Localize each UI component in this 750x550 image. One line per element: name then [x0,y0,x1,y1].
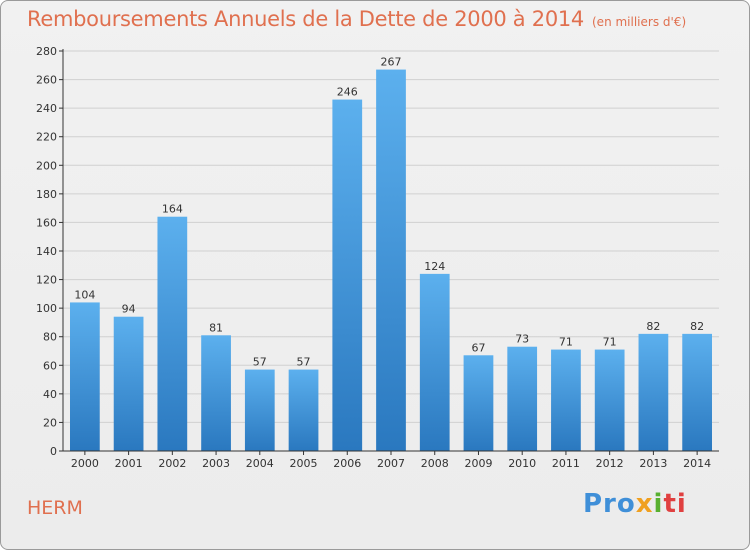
data-label-2009: 67 [471,341,485,354]
data-label-2003: 81 [209,321,223,334]
x-tick-label-2011: 2011 [552,457,580,470]
y-tick-label: 60 [43,359,57,372]
x-tick-label-2012: 2012 [596,457,624,470]
x-tick-label-2000: 2000 [71,457,99,470]
bar-2006 [332,99,363,452]
data-label-2005: 57 [297,356,311,369]
y-tick-label: 140 [36,245,57,258]
y-tick-label: 100 [36,302,57,315]
commune-name: HERM [27,497,83,519]
data-label-2011: 71 [559,336,573,349]
logo-part-3: i [653,489,664,519]
x-tick-label-2008: 2008 [421,457,449,470]
x-tick-label-2002: 2002 [158,457,186,470]
bar-2012 [594,349,625,451]
x-tick-label-2007: 2007 [377,457,405,470]
bar-2010 [507,346,538,451]
x-tick-label-2009: 2009 [464,457,492,470]
x-tick-label-2001: 2001 [115,457,143,470]
chart-subtitle: (en milliers d'€) [592,15,687,29]
bar-2004 [244,369,275,451]
data-label-2014: 82 [690,320,704,333]
y-tick-label: 20 [43,416,57,429]
y-tick-label: 200 [36,159,57,172]
bar-2008 [419,273,450,451]
data-label-2004: 57 [253,356,267,369]
proxiti-logo: Proxiti [583,489,687,519]
y-tick-label: 80 [43,331,57,344]
bar-2000 [69,302,100,451]
y-tick-label: 220 [36,131,57,144]
bar-2013 [638,333,669,451]
data-label-2000: 104 [74,288,95,301]
y-tick-label: 0 [50,445,57,458]
x-tick-label-2013: 2013 [639,457,667,470]
y-tick-label: 260 [36,74,57,87]
y-tick-label: 40 [43,388,57,401]
data-label-2006: 246 [337,86,358,99]
y-tick-label: 120 [36,274,57,287]
data-label-2012: 71 [603,336,617,349]
x-tick-label-2003: 2003 [202,457,230,470]
data-label-2010: 73 [515,333,529,346]
bar-2007 [376,69,406,452]
bar-2005 [288,369,319,451]
x-tick-label-2004: 2004 [246,457,274,470]
data-label-2001: 94 [122,303,136,316]
y-tick-label: 160 [36,216,57,229]
y-tick-label: 240 [36,102,57,115]
logo-part-1: Pro [583,489,636,519]
bar-2009 [463,355,494,451]
y-axis: 0 20 40 60 80 100 120 140 160 180 200 220 240 260 280 [36,45,63,458]
chart-title: Remboursements Annuels de la Dette de 20… [27,7,686,31]
data-label-2007: 267 [381,56,402,69]
logo-part-4: ti [663,489,687,519]
y-tick-label: 280 [36,45,57,58]
x-tick-label-2005: 2005 [290,457,318,470]
y-tick-label: 180 [36,188,57,201]
x-tick-label-2014: 2014 [683,457,711,470]
chart-title-text: Remboursements Annuels de la Dette de 20… [27,7,584,31]
x-tick-label-2010: 2010 [508,457,536,470]
bars: 104 94 164 81 57 57 246 267 124 67 73 71 71 82 82 [69,56,713,452]
bar-2014 [682,333,713,451]
x-axis: 2000 2001 2002 2003 2004 2005 2006 2007 2008 2009… [62,49,719,470]
logo-part-2: x [635,489,654,519]
data-label-2002: 164 [162,203,183,216]
bar-2001 [113,316,144,451]
data-label-2013: 82 [646,320,660,333]
x-tick-label-2006: 2006 [333,457,361,470]
bar-2002 [157,216,188,451]
bar-2011 [551,349,581,451]
data-label-2008: 124 [424,260,445,273]
bar-2003 [201,335,231,451]
